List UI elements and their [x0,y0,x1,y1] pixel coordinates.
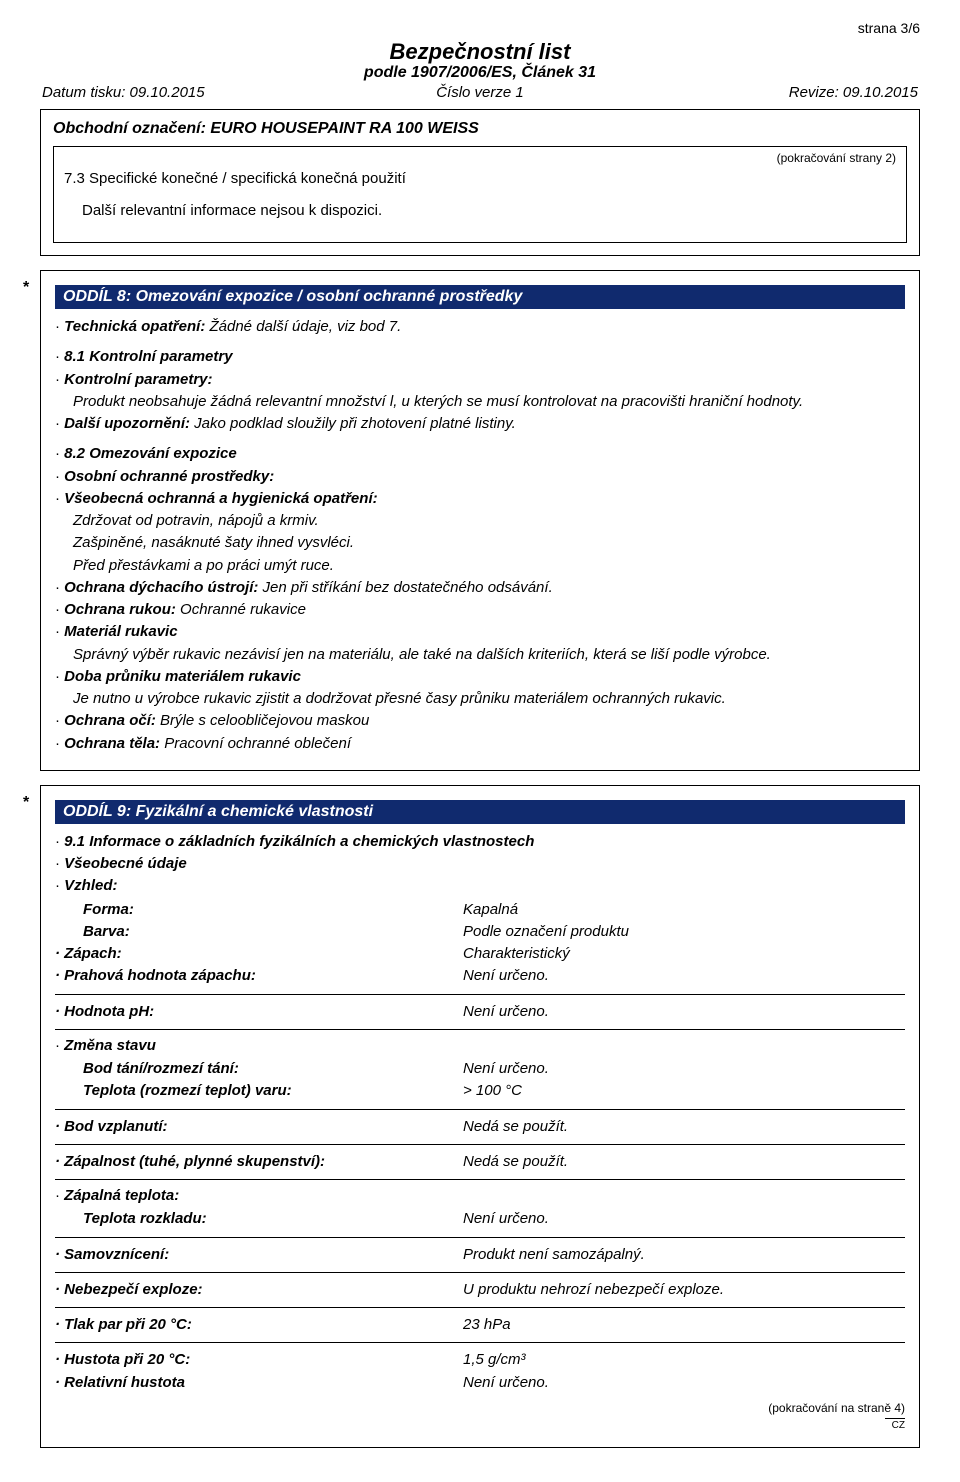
flash-point-label: Bod vzplanutí: [64,1118,167,1135]
eye-protection-text: Brýle s celoobličejovou maskou [156,712,369,729]
section-7-continuation: (pokračování strany 2) 7.3 Specifické ko… [53,146,907,243]
body-protection-label: Ochrana těla: [64,735,160,752]
explosion-value: U produktu nehrozí nebezpečí exploze. [463,1279,905,1301]
appearance-table: Forma: Kapalná Barva: Podle označení pro… [55,899,905,944]
general-hygiene-label: Všeobecná ochranná a hygienická opatření… [64,490,377,507]
boiling-point-label: Teplota (rozmezí teplot) varu: [55,1080,463,1102]
decomposition-temp-value: Není určeno. [463,1208,905,1230]
respiratory-label: Ochrana dýchacího ústrojí: [64,579,258,596]
section-7-3: 7.3 Specifické konečné / specifická kone… [64,170,896,187]
respiratory-text: Jen při stříkání bez dostatečného odsává… [258,579,552,596]
density-value: 1,5 g/cm³ [463,1349,905,1371]
country-code: CZ [885,1418,905,1433]
melting-point-label: Bod tání/rozmezí tání: [55,1058,463,1080]
self-ignition-label: Samovznícení: [64,1246,169,1263]
exposure-limit-title: 8.2 Omezování expozice [64,445,237,462]
meta-row: Datum tisku: 09.10.2015 Číslo verze 1 Re… [40,84,920,101]
trade-name-box: Obchodní označení: EURO HOUSEPAINT RA 10… [40,109,920,256]
section-8-content: · Technická opatření: Žádné další údaje,… [55,317,905,754]
decomp-table: Teplota rozkladu: Není určeno. [55,1208,905,1230]
hygiene-line-3: Před přestávkami a po práci umýt ruce. [55,556,905,576]
decomposition-temp-label: Teplota rozkladu: [55,1208,463,1230]
further-notice-label: Další upozornění: [64,415,190,432]
continued-from-label: (pokračování strany 2) [777,151,896,165]
odor-label: Zápach: [64,945,122,962]
section-9-box: * ODDÍL 9: Fyzikální a chemické vlastnos… [40,785,920,1448]
glove-material-text: Správný výběr rukavic nezávisí jen na ma… [55,645,905,665]
glove-material-label: Materiál rukavic [64,623,177,640]
form-label: Forma: [55,899,463,921]
tech-measures-text: Žádné další údaje, viz bod 7. [205,318,401,335]
state-change-table: Bod tání/rozmezí tání: Není určeno. Tepl… [55,1058,905,1103]
odor-value: Charakteristický [463,943,905,965]
item-7-3-title: 7.3 Specifické konečné / specifická kone… [64,170,406,187]
boiling-point-value: > 100 °C [463,1080,905,1102]
eye-protection-label: Ochrana očí: [64,712,156,729]
flammability-label: Zápalnost (tuhé, plynné skupenství): [64,1153,325,1170]
flash-point-value: Nedá se použít. [463,1116,905,1138]
ppe-label: Osobní ochranné prostředky: [64,468,274,485]
flammability-value: Nedá se použít. [463,1151,905,1173]
control-params-text: Produkt neobsahuje žádná relevantní množ… [55,392,905,412]
item-7-3-text: Další relevantní informace nejsou k disp… [64,202,896,219]
hand-protection-label: Ochrana rukou: [64,601,176,618]
self-ignition-value: Produkt není samozápalný. [463,1244,905,1266]
ph-table: · Hodnota pH: Není určeno. [55,1001,905,1023]
section-8-box: * ODDÍL 8: Omezování expozice / osobní o… [40,270,920,771]
state-change-label: Změna stavu [64,1037,156,1054]
relative-density-label: Relativní hustota [64,1374,185,1391]
vapor-pressure-label: Tlak par při 20 °C: [64,1316,192,1333]
section-9-banner: ODDÍL 9: Fyzikální a chemické vlastnosti [55,800,905,824]
body-protection-text: Pracovní ochranné oblečení [160,735,351,752]
appearance-label: Vzhled: [64,877,117,894]
doc-subtitle: podle 1907/2006/ES, Článek 31 [40,64,920,82]
revision-date: Revize: 09.10.2015 [626,84,918,101]
trade-name: Obchodní označení: EURO HOUSEPAINT RA 10… [53,120,907,138]
control-params-label: Kontrolní parametry: [64,371,212,388]
vapor-pressure-table: · Tlak par při 20 °C: 23 hPa [55,1314,905,1336]
asterisk-marker: * [23,279,29,297]
hand-protection-text: Ochranné rukavice [176,601,306,618]
continued-on-label: (pokračování na straně 4) [55,1400,905,1416]
odor-threshold-label: Prahová hodnota zápachu: [64,967,256,984]
section-8-banner: ODDÍL 8: Omezování expozice / osobní och… [55,285,905,309]
odor-table: · Zápach: Charakteristický · Prahová hod… [55,943,905,988]
control-params-title: 8.1 Kontrolní parametry [64,348,232,365]
section-9-content: · 9.1 Informace o základních fyzikálních… [55,832,905,1416]
doc-title: Bezpečnostní list [40,40,920,64]
flash-point-table: · Bod vzplanutí: Nedá se použít. [55,1116,905,1138]
ignition-temp-label: Zápalná teplota: [64,1187,179,1204]
form-value: Kapalná [463,899,905,921]
asterisk-marker: * [23,794,29,812]
ph-value: Není určeno. [463,1001,905,1023]
explosion-label: Nebezpečí exploze: [64,1281,202,1298]
explosion-table: · Nebezpečí exploze: U produktu nehrozí … [55,1279,905,1301]
general-data-label: Všeobecné údaje [64,855,187,872]
hygiene-line-2: Zašpiněné, nasáknuté šaty ihned vysvléci… [55,533,905,553]
penetration-time-text: Je nutno u výrobce rukavic zjistit a dod… [55,689,905,709]
color-value: Podle označení produktu [463,921,905,943]
flammability-table: · Zápalnost (tuhé, plynné skupenství): N… [55,1151,905,1173]
further-notice-text: Jako podklad sloužily při zhotovení plat… [190,415,516,432]
version-number: Číslo verze 1 [334,84,626,101]
penetration-time-label: Doba průniku materiálem rukavic [64,668,301,685]
density-label: Hustota při 20 °C: [64,1351,190,1368]
page-number: strana 3/6 [40,20,920,36]
tech-measures-label: Technická opatření: [64,318,205,335]
print-date: Datum tisku: 09.10.2015 [42,84,334,101]
vapor-pressure-value: 23 hPa [463,1314,905,1336]
melting-point-value: Není určeno. [463,1058,905,1080]
color-label: Barva: [55,921,463,943]
odor-threshold-value: Není určeno. [463,965,905,987]
phys-chem-info-title: 9.1 Informace o základních fyzikálních a… [64,833,534,850]
hygiene-line-1: Zdržovat od potravin, nápojů a krmiv. [55,511,905,531]
relative-density-value: Není určeno. [463,1372,905,1394]
ph-label: Hodnota pH: [64,1003,154,1020]
self-ignition-table: · Samovznícení: Produkt není samozápalný… [55,1244,905,1266]
density-table: · Hustota při 20 °C: 1,5 g/cm³ · Relativ… [55,1349,905,1394]
